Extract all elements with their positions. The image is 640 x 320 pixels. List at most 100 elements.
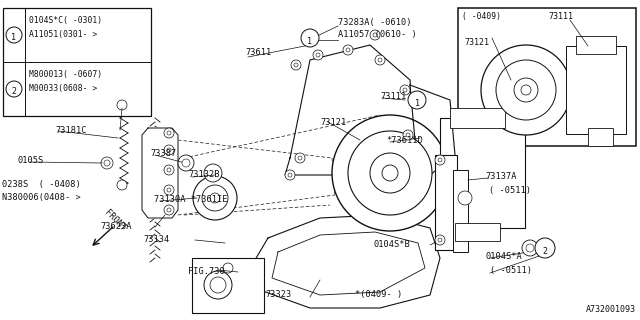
Text: 73130A *7361IE: 73130A *7361IE — [154, 195, 227, 204]
Bar — [435, 155, 457, 250]
Circle shape — [458, 191, 472, 205]
Circle shape — [481, 45, 571, 135]
Text: FRONT: FRONT — [103, 208, 128, 233]
Text: 73111: 73111 — [548, 12, 573, 21]
Circle shape — [403, 88, 407, 92]
Circle shape — [223, 263, 233, 273]
Polygon shape — [410, 85, 455, 175]
Circle shape — [373, 33, 377, 37]
Circle shape — [298, 156, 302, 160]
Text: M00033(0608- >: M00033(0608- > — [29, 84, 97, 93]
Text: 73611: 73611 — [245, 48, 271, 57]
Bar — [440, 118, 525, 228]
Circle shape — [438, 158, 442, 162]
Circle shape — [435, 155, 445, 165]
Circle shape — [202, 185, 228, 211]
Circle shape — [406, 133, 410, 137]
Circle shape — [332, 115, 448, 231]
Polygon shape — [252, 215, 440, 308]
Text: 0104S*C( -0301): 0104S*C( -0301) — [29, 16, 102, 25]
Circle shape — [164, 165, 174, 175]
Circle shape — [204, 164, 222, 182]
Circle shape — [164, 128, 174, 138]
Circle shape — [343, 45, 353, 55]
Circle shape — [288, 173, 292, 177]
Circle shape — [301, 29, 319, 47]
Circle shape — [400, 85, 410, 95]
Circle shape — [167, 148, 171, 152]
Polygon shape — [142, 128, 178, 218]
Circle shape — [514, 78, 538, 102]
Text: 73134: 73134 — [143, 235, 169, 244]
Text: 73623A: 73623A — [100, 222, 131, 231]
Text: *(0409- ): *(0409- ) — [355, 290, 403, 299]
Text: 2: 2 — [543, 247, 547, 256]
Text: 73283A( -0610): 73283A( -0610) — [338, 18, 412, 27]
Text: 73137A: 73137A — [485, 172, 516, 181]
Text: 1: 1 — [12, 34, 17, 43]
Bar — [455, 223, 500, 241]
Text: 0105S: 0105S — [18, 156, 44, 165]
Circle shape — [178, 155, 194, 171]
Circle shape — [316, 53, 320, 57]
Circle shape — [522, 240, 538, 256]
Bar — [453, 170, 468, 252]
Circle shape — [182, 159, 190, 167]
Circle shape — [167, 208, 171, 212]
Text: ( -0511): ( -0511) — [489, 186, 531, 195]
Bar — [576, 36, 616, 54]
Circle shape — [117, 100, 127, 110]
Text: 0104S*B: 0104S*B — [374, 240, 411, 249]
Text: 73323: 73323 — [265, 290, 291, 299]
Text: 73111: 73111 — [380, 92, 406, 101]
Circle shape — [291, 60, 301, 70]
Circle shape — [204, 271, 232, 299]
Text: 1: 1 — [307, 37, 312, 46]
Bar — [192, 258, 264, 313]
Circle shape — [438, 238, 442, 242]
Text: 73121: 73121 — [464, 38, 489, 47]
Circle shape — [378, 58, 382, 62]
Polygon shape — [285, 45, 415, 175]
Text: N380006(0408- >: N380006(0408- > — [2, 193, 81, 202]
Circle shape — [526, 244, 534, 252]
Circle shape — [167, 168, 171, 172]
Text: 2: 2 — [12, 87, 17, 97]
Circle shape — [210, 193, 220, 203]
Circle shape — [6, 27, 22, 43]
Circle shape — [375, 55, 385, 65]
Circle shape — [408, 91, 426, 109]
Text: 0238S  ( -0408): 0238S ( -0408) — [2, 180, 81, 189]
Circle shape — [167, 131, 171, 135]
Circle shape — [313, 50, 323, 60]
Circle shape — [6, 81, 22, 97]
Circle shape — [167, 188, 171, 192]
Circle shape — [535, 238, 555, 258]
Text: A11057 (0610- ): A11057 (0610- ) — [338, 30, 417, 39]
Circle shape — [164, 205, 174, 215]
Text: 73121: 73121 — [320, 118, 346, 127]
Circle shape — [101, 157, 113, 169]
Polygon shape — [272, 232, 425, 295]
Circle shape — [117, 180, 127, 190]
Circle shape — [164, 185, 174, 195]
Circle shape — [285, 170, 295, 180]
Text: 1: 1 — [415, 99, 419, 108]
Circle shape — [521, 85, 531, 95]
Circle shape — [435, 235, 445, 245]
Text: 73387: 73387 — [150, 149, 176, 158]
Circle shape — [348, 131, 432, 215]
Text: M800013( -0607): M800013( -0607) — [29, 70, 102, 79]
Text: 73132B: 73132B — [188, 170, 220, 179]
Text: 0104S*A: 0104S*A — [486, 252, 523, 261]
Circle shape — [104, 160, 110, 166]
Text: *73611D: *73611D — [386, 136, 423, 145]
Text: A732001093: A732001093 — [586, 305, 636, 314]
Circle shape — [193, 176, 237, 220]
Text: A11051(0301- >: A11051(0301- > — [29, 30, 97, 39]
Text: ( -0409): ( -0409) — [462, 12, 501, 21]
Bar — [3, 8, 151, 116]
Bar — [566, 46, 626, 134]
Circle shape — [294, 63, 298, 67]
Circle shape — [210, 277, 226, 293]
